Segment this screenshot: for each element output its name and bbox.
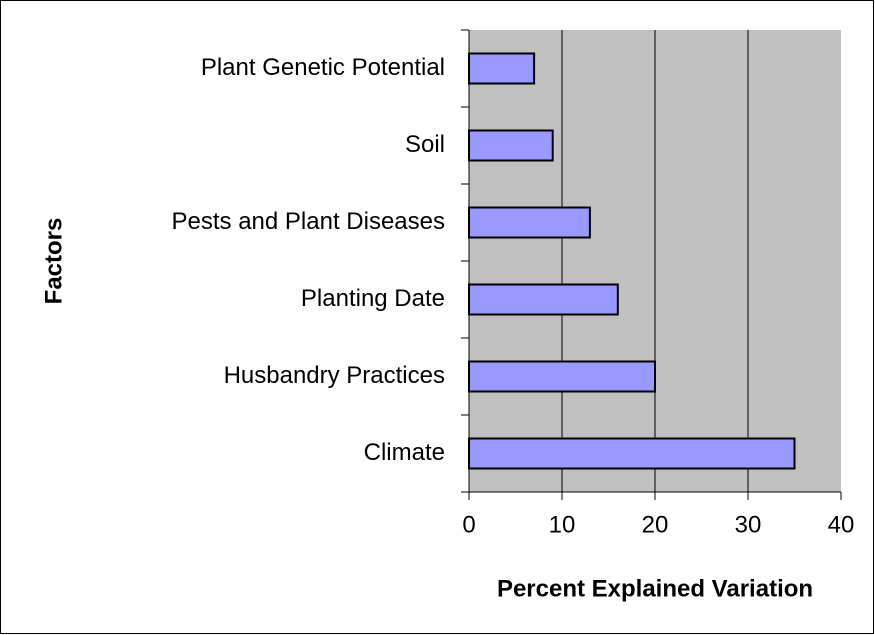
y-tick-label: Plant Genetic Potential xyxy=(201,54,445,81)
y-tick-label: Husbandry Practices xyxy=(224,362,445,389)
bar xyxy=(468,360,656,393)
bar xyxy=(468,206,591,239)
x-tick-label: 40 xyxy=(828,511,855,538)
bar xyxy=(468,129,554,162)
y-axis-title: Factors xyxy=(40,218,67,305)
bar xyxy=(468,437,796,470)
x-tick-label: 30 xyxy=(735,511,762,538)
bar xyxy=(468,52,536,85)
x-tick-label: 20 xyxy=(642,511,669,538)
x-tick-label: 0 xyxy=(462,511,475,538)
y-tick-label: Climate xyxy=(364,439,445,466)
x-tick-label: 10 xyxy=(549,511,576,538)
y-tick-label: Pests and Plant Diseases xyxy=(172,208,445,235)
y-tick-label: Planting Date xyxy=(301,285,445,312)
y-tick-label: Soil xyxy=(405,131,445,158)
bar xyxy=(468,283,619,316)
x-axis-title: Percent Explained Variation xyxy=(497,575,813,602)
